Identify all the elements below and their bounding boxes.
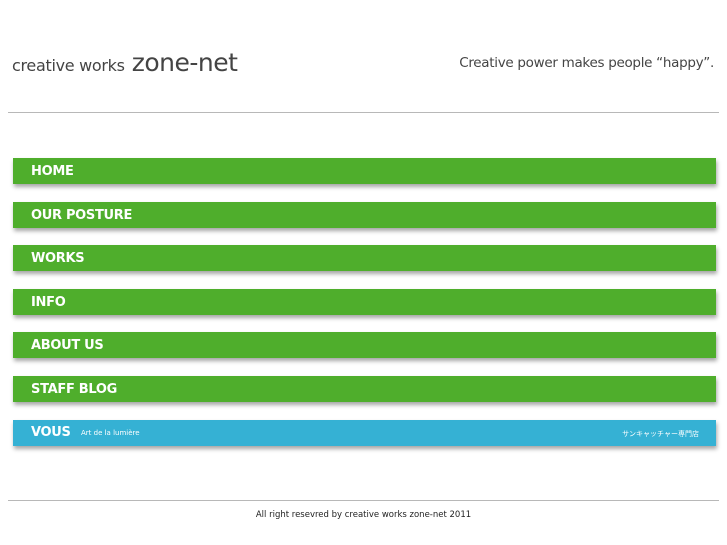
nav-item-label: WORKS bbox=[31, 251, 85, 267]
nav-item-our-posture[interactable]: OUR POSTURE bbox=[13, 201, 716, 228]
vous-label: VOUS bbox=[31, 424, 71, 440]
nav-item-home[interactable]: HOME bbox=[13, 158, 716, 184]
nav-item-label: OUR POSTURE bbox=[31, 207, 133, 223]
nav-item-vous[interactable]: VOUS Art de la lumière サンキャッチャー専門店 bbox=[13, 419, 716, 446]
nav-item-label: HOME bbox=[31, 164, 74, 179]
vous-subtitle: Art de la lumière bbox=[81, 428, 140, 437]
footer-copyright: All right resevred by creative works zon… bbox=[255, 510, 472, 520]
nav-item-label: STAFF BLOG bbox=[31, 381, 118, 397]
tagline: Creative power makes people “happy”. bbox=[459, 55, 714, 71]
nav-item-info[interactable]: INFO bbox=[13, 288, 716, 315]
site-logo[interactable]: creative works zone-net bbox=[12, 48, 238, 77]
nav-item-works[interactable]: WORKS bbox=[13, 245, 716, 272]
logo-main: zone-net bbox=[131, 48, 238, 77]
logo-prefix: creative works bbox=[12, 56, 125, 75]
header-divider bbox=[8, 112, 719, 113]
nav-item-label: ABOUT US bbox=[31, 338, 104, 354]
header: creative works zone-net Creative power m… bbox=[0, 0, 727, 113]
nav-item-label: INFO bbox=[31, 294, 66, 310]
main-nav: HOME OUR POSTURE WORKS INFO ABOUT US STA… bbox=[13, 158, 716, 446]
vous-shop-text: サンキャッチャー専門店 bbox=[622, 429, 699, 438]
footer-divider bbox=[8, 500, 719, 501]
nav-item-about-us[interactable]: ABOUT US bbox=[13, 332, 716, 359]
nav-item-staff-blog[interactable]: STAFF BLOG bbox=[13, 375, 716, 402]
